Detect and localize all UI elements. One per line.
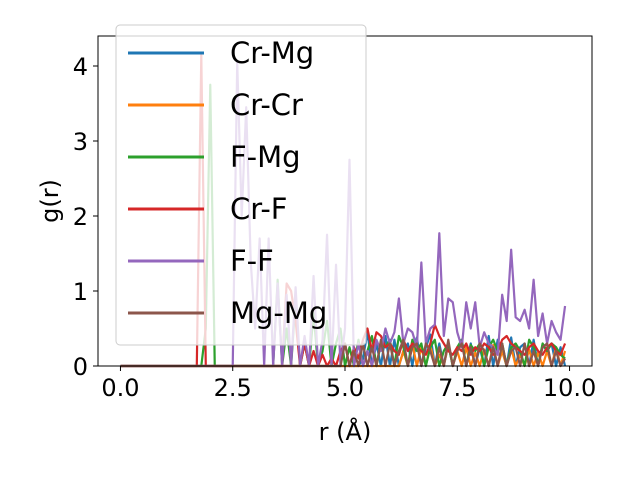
- legend-label-cr-cr: Cr-Cr: [230, 88, 303, 122]
- y-tick-label: 1: [73, 278, 88, 306]
- legend: Cr-Mg Cr-Cr F-Mg Cr-F F-F Mg-Mg: [115, 24, 367, 346]
- y-tick-label: 2: [73, 203, 88, 231]
- y-tick-label: 0: [73, 353, 88, 381]
- legend-label-cr-mg: Cr-Mg: [230, 36, 314, 70]
- x-tick-label: 5.0: [326, 374, 364, 402]
- y-tick-label: 3: [73, 128, 88, 156]
- axis-ticks: 0.0 2.5 5.0 7.5 10.0 0 1 2 3 4: [73, 53, 597, 402]
- legend-label-mg-mg: Mg-Mg: [230, 296, 327, 330]
- x-tick-label: 0.0: [101, 374, 139, 402]
- legend-label-cr-f: Cr-F: [230, 192, 287, 226]
- x-tick-label: 7.5: [438, 374, 476, 402]
- x-tick-label: 10.0: [543, 374, 596, 402]
- x-axis-title: r (Å): [319, 417, 372, 446]
- y-tick-label: 4: [73, 53, 88, 81]
- y-axis-title: g(r): [36, 179, 64, 223]
- legend-items: Cr-Mg Cr-Cr F-Mg Cr-F F-F Mg-Mg: [128, 36, 327, 330]
- legend-label-f-f: F-F: [230, 244, 274, 278]
- legend-label-f-mg: F-Mg: [230, 140, 301, 174]
- x-tick-label: 2.5: [214, 374, 252, 402]
